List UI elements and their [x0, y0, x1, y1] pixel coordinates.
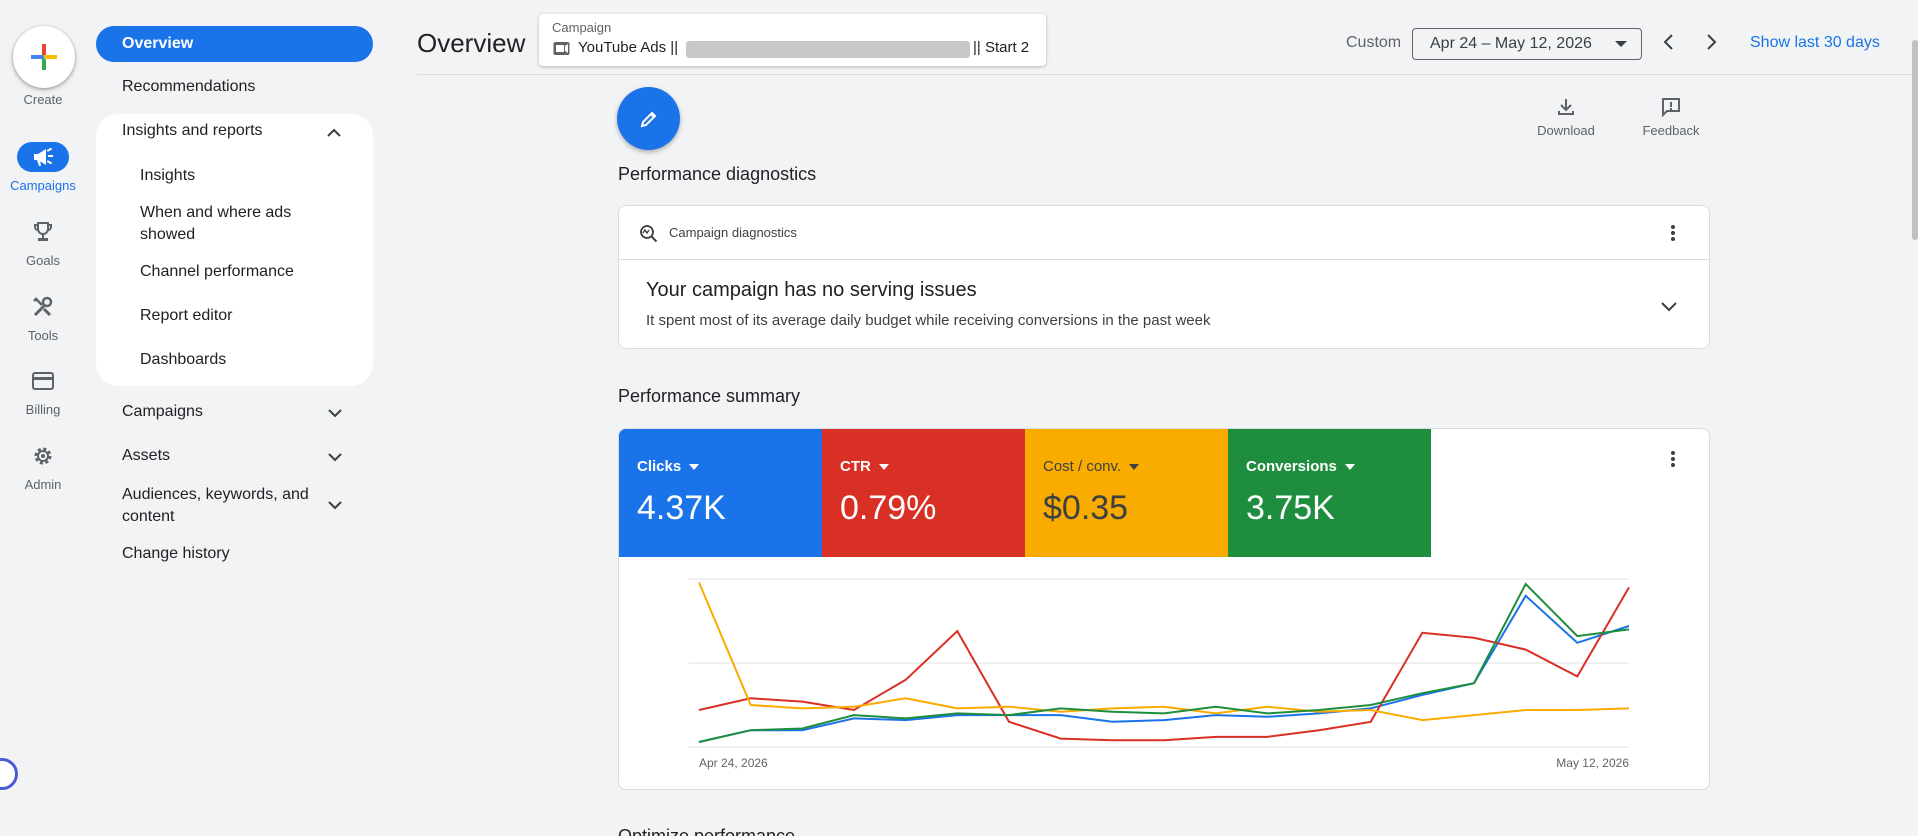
performance-line-chart: Apr 24, 2026 May 12, 2026 — [689, 578, 1630, 770]
download-icon — [1558, 99, 1574, 115]
chart-grid — [689, 578, 1629, 748]
diagnostics-header-label: Campaign diagnostics — [669, 225, 797, 240]
metric-card-cost-per-conv[interactable]: Cost / conv. $0.35 — [1025, 429, 1228, 557]
nav-sub-channel-performance[interactable]: Channel performance — [140, 263, 294, 280]
download-label: Download — [1537, 123, 1595, 138]
nav-sub-when-where[interactable]: When and where ads showed — [140, 204, 292, 243]
date-range-value: Apr 24 – May 12, 2026 — [1430, 35, 1592, 52]
plus-icon — [31, 44, 57, 70]
metric-name-conversions: Conversions — [1246, 458, 1337, 475]
more-vert-icon[interactable] — [1663, 223, 1683, 243]
diagnostics-detail: It spent most of its average daily budge… — [646, 312, 1211, 329]
diagnostics-search-icon — [640, 225, 658, 243]
redacted-text — [686, 41, 970, 58]
chevron-right-icon[interactable] — [1699, 30, 1723, 54]
nav-assets[interactable]: Assets — [122, 447, 171, 464]
more-vert-icon[interactable] — [1663, 449, 1683, 469]
nav-campaigns[interactable]: Campaigns — [122, 403, 203, 420]
pencil-icon — [640, 111, 656, 127]
caret-down-icon — [1615, 41, 1627, 47]
chevron-up-icon[interactable] — [325, 124, 343, 142]
nav-insights-reports[interactable]: Insights and reports — [122, 122, 263, 139]
create-label: Create — [23, 92, 63, 107]
caret-down-icon — [1344, 464, 1355, 471]
metric-card-ctr[interactable]: CTR 0.79% — [822, 429, 1025, 557]
caret-down-icon — [878, 464, 889, 471]
diagnostics-card-header: Campaign diagnostics — [619, 206, 1709, 260]
caret-down-icon — [689, 464, 700, 471]
metric-value-cost-per-conv: $0.35 — [1043, 489, 1129, 527]
campaign-name-suffix: || Start 2 — [973, 39, 1030, 56]
chevron-down-icon[interactable] — [326, 496, 344, 514]
rail-label-admin: Admin — [24, 477, 62, 492]
metric-card-clicks[interactable]: Clicks 4.37K — [619, 429, 822, 557]
feedback-icon — [1662, 98, 1680, 118]
gear-icon — [17, 441, 69, 471]
performance-summary-card: Clicks 4.37K CTR 0.79% Cost / conv. $0.3… — [618, 428, 1710, 790]
nav-recommendations[interactable]: Recommendations — [122, 78, 256, 95]
series-line-cost-conv- — [698, 582, 1630, 722]
metric-name-ctr: CTR — [840, 458, 871, 475]
chevron-down-icon[interactable] — [1659, 296, 1679, 316]
scrollbar[interactable] — [1912, 40, 1918, 240]
metric-value-clicks: 4.37K — [637, 489, 726, 527]
nav-sub-dashboards[interactable]: Dashboards — [140, 351, 227, 368]
nav-overview[interactable]: Overview — [96, 26, 373, 62]
create-button[interactable] — [13, 26, 75, 88]
metric-value-ctr: 0.79% — [840, 489, 937, 527]
left-rail: Create Campaigns Goals Tools Billing Adm… — [0, 0, 86, 836]
trophy-icon — [17, 217, 69, 247]
rail-label-goals: Goals — [26, 253, 60, 268]
chevron-left-icon[interactable] — [1657, 30, 1681, 54]
page-title: Overview — [417, 28, 526, 58]
chevron-down-icon[interactable] — [326, 448, 344, 466]
caret-down-icon — [1129, 464, 1140, 471]
diagnostics-section-title: Performance diagnostics — [618, 164, 817, 184]
summary-section-title: Performance summary — [618, 386, 801, 406]
nav-insights-group: Insights and reports Insights When and w… — [96, 114, 373, 386]
rail-label-tools: Tools — [27, 328, 59, 343]
diagnostics-card: Campaign diagnostics Your campaign has n… — [618, 205, 1710, 349]
campaign-name-prefix: YouTube Ads || — [578, 39, 679, 56]
header-divider — [417, 74, 1918, 75]
chart-series — [698, 582, 1630, 743]
campaign-selector[interactable]: Campaign YouTube Ads || || Start 2 — [539, 14, 1046, 66]
nav-change-history[interactable]: Change history — [122, 545, 230, 562]
metric-name-clicks: Clicks — [637, 458, 682, 475]
credit-card-icon — [17, 366, 69, 396]
rail-label-campaigns: Campaigns — [10, 178, 76, 193]
custom-label: Custom — [1346, 34, 1402, 51]
show-last-30-days-link[interactable]: Show last 30 days — [1750, 34, 1880, 51]
chevron-down-icon[interactable] — [326, 404, 344, 422]
nav-sub-report-editor[interactable]: Report editor — [140, 307, 233, 324]
download-button[interactable]: Download — [1526, 96, 1606, 138]
metric-name-cost-per-conv: Cost / conv. — [1043, 458, 1122, 475]
date-range-select[interactable]: Apr 24 – May 12, 2026 — [1412, 28, 1642, 60]
feedback-button[interactable]: Feedback — [1631, 96, 1711, 138]
metric-value-conversions: 3.75K — [1246, 489, 1335, 527]
series-line-conversions — [698, 582, 1630, 743]
diagnostics-headline: Your campaign has no serving issues — [646, 279, 977, 301]
rail-label-billing: Billing — [25, 402, 61, 417]
x-axis-start-label: Apr 24, 2026 — [699, 756, 768, 770]
feedback-label: Feedback — [1642, 123, 1700, 138]
megaphone-icon — [17, 142, 69, 172]
tools-icon — [17, 292, 69, 322]
nav-sub-insights[interactable]: Insights — [140, 167, 196, 184]
metric-card-conversions[interactable]: Conversions 3.75K — [1228, 429, 1431, 557]
x-axis-end-label: May 12, 2026 — [1556, 756, 1629, 770]
series-line-ctr — [698, 586, 1630, 742]
edit-button[interactable] — [617, 87, 680, 150]
optimize-section-title: Optimize performance — [618, 826, 796, 836]
nav-audiences[interactable]: Audiences, keywords, and content — [122, 486, 309, 525]
video-campaign-icon — [553, 42, 570, 55]
campaign-label: Campaign — [552, 20, 612, 35]
